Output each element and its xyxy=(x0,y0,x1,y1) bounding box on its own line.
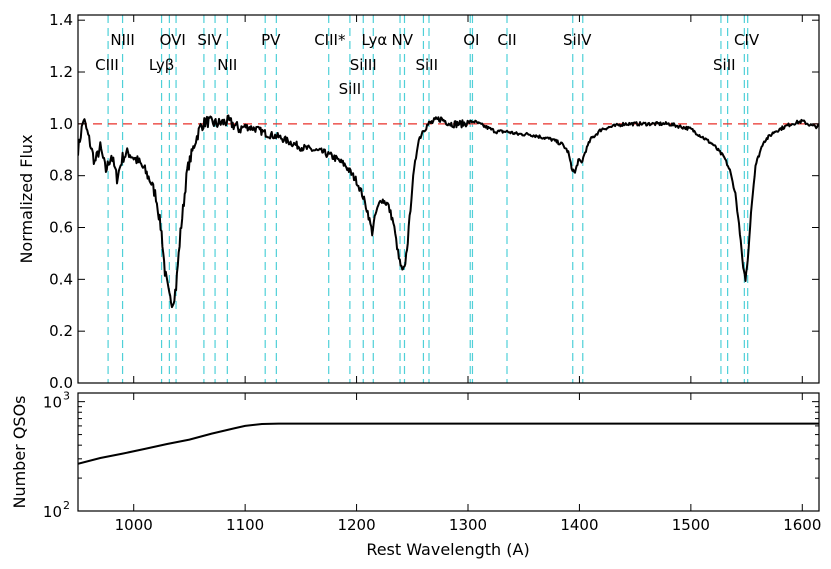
y-tick-label: 0.8 xyxy=(49,167,73,185)
y-tick-label: 10 xyxy=(43,503,62,521)
line-label: SiIII xyxy=(350,56,377,74)
line-label: SiIV xyxy=(563,31,592,49)
top-axes-frame xyxy=(77,14,820,384)
line-label: CIV xyxy=(734,31,760,49)
line-label: PV xyxy=(261,31,281,49)
spectrum-line xyxy=(78,114,819,309)
y-tick-label: 0.6 xyxy=(49,219,73,237)
line-label: SiII xyxy=(415,56,438,74)
x-axis-label: Rest Wavelength (A) xyxy=(366,540,529,559)
absorption-line-markers xyxy=(107,15,749,383)
line-label: SIV xyxy=(197,31,222,49)
line-labels: NIII CIII Lyβ OVI SIV NII PV CIII*SiIII SiII Lyα N… xyxy=(95,31,760,98)
y-tick-label: 0.0 xyxy=(49,374,73,392)
line-label: OVI xyxy=(160,31,186,49)
y-tick-label: 1.0 xyxy=(49,115,73,133)
line-label: NIII xyxy=(110,31,135,49)
bottom-x-ticks: 1000 1100 1200 1300 1400 1500 1600 xyxy=(115,393,821,534)
x-tick-label: 1400 xyxy=(560,516,598,534)
line-label: SiII xyxy=(339,80,362,98)
y-tick-exponent: 3 xyxy=(63,390,70,403)
top-y-ticks: 0.0 0.2 0.4 0.6 0.8 1.0 1.2 1.4 xyxy=(49,11,819,392)
x-tick-label: 1300 xyxy=(449,516,487,534)
y-tick-label: 0.2 xyxy=(49,322,73,340)
x-tick-label: 1100 xyxy=(226,516,264,534)
bottom-y-axis-label: Number QSOs xyxy=(10,395,29,508)
x-tick-label: 1600 xyxy=(783,516,821,534)
line-label: SiII xyxy=(713,56,736,74)
line-label: CIII xyxy=(95,56,119,74)
line-label: OI xyxy=(463,31,479,49)
line-label: Lyβ xyxy=(149,56,174,74)
line-label: CIII* xyxy=(314,31,346,49)
x-tick-label: 1000 xyxy=(115,516,153,534)
qso-count-line xyxy=(78,422,819,465)
line-label: NV xyxy=(392,31,414,49)
top-y-axis-label: Normalized Flux xyxy=(17,134,36,263)
y-tick-label: 10 xyxy=(43,394,62,412)
y-tick-label: 0.4 xyxy=(49,270,73,288)
line-label: NII xyxy=(217,56,237,74)
x-tick-label: 1200 xyxy=(337,516,375,534)
y-tick-exponent: 2 xyxy=(63,499,70,512)
y-tick-label: 1.2 xyxy=(49,63,73,81)
top-x-ticks xyxy=(133,15,803,383)
y-tick-label: 1.4 xyxy=(49,11,73,29)
x-tick-label: 1500 xyxy=(672,516,710,534)
line-label: Lyα xyxy=(362,31,388,49)
bottom-axes-frame xyxy=(77,392,820,512)
line-label: CII xyxy=(497,31,516,49)
